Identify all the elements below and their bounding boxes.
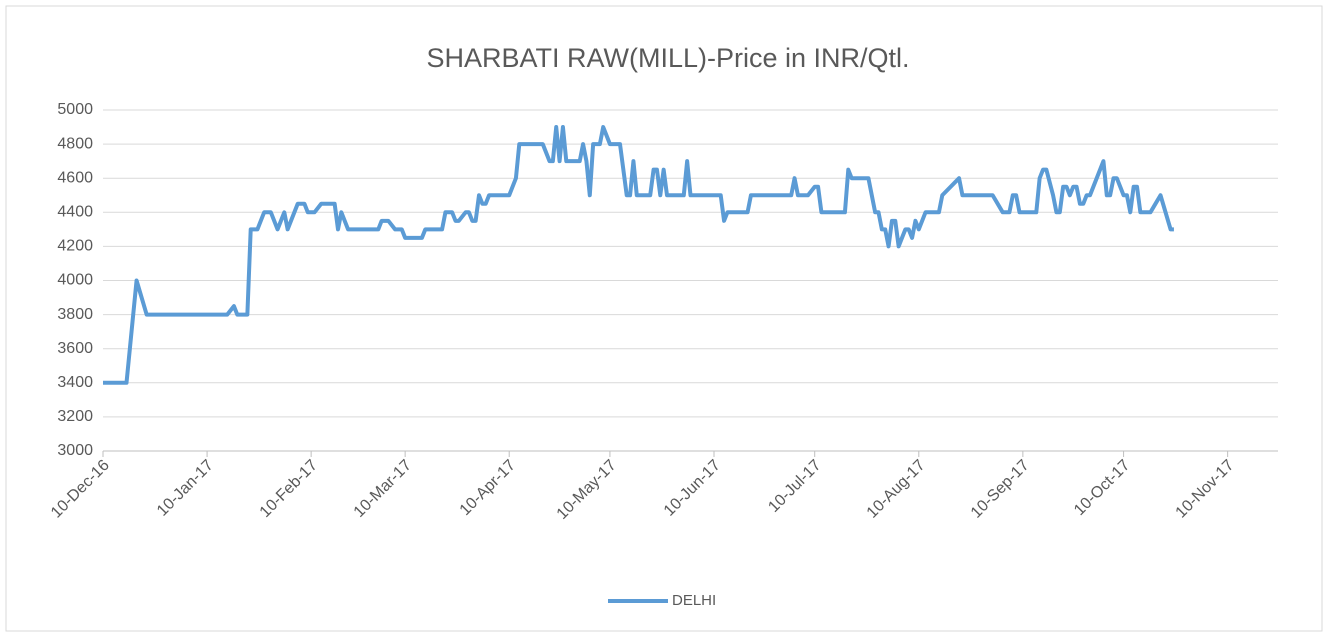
legend-label: DELHI <box>672 592 716 609</box>
line-series <box>103 125 1174 385</box>
y-tick-label: 4200 <box>57 238 93 255</box>
y-tick-label: 3800 <box>57 306 93 323</box>
y-tick-label: 3000 <box>57 442 93 459</box>
y-tick-label: 5000 <box>57 101 93 118</box>
y-tick-label: 4800 <box>57 135 93 152</box>
y-tick-label: 4400 <box>57 204 93 221</box>
chart-title: SHARBATI RAW(MILL)-Price in INR/Qtl. <box>426 43 909 73</box>
y-tick-label: 4000 <box>57 272 93 289</box>
y-tick-label: 3200 <box>57 408 93 425</box>
y-tick-label: 3400 <box>57 374 93 391</box>
y-tick-label: 4600 <box>57 169 93 186</box>
chart-border <box>5 5 1323 632</box>
y-tick-label: 3600 <box>57 340 93 357</box>
